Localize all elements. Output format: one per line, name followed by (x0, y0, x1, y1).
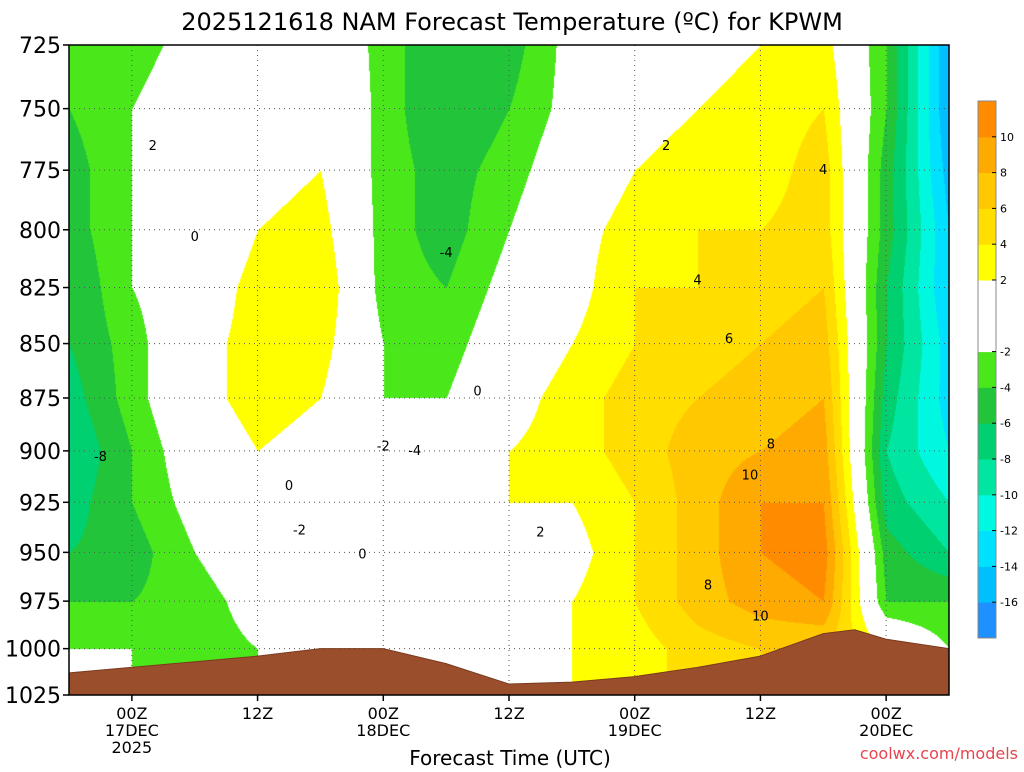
contour-label: 10 (742, 469, 759, 484)
credit-text: coolwx.com/models (860, 744, 1018, 763)
contour-label: 0 (191, 230, 199, 245)
x-tick-label: 00Z (870, 704, 901, 723)
y-tick-label: 825 (19, 277, 61, 302)
colorbar-swatch (978, 172, 996, 209)
contour-label: -8 (94, 450, 107, 465)
contour-label: -2 (293, 524, 306, 539)
y-tick-label: 1000 (5, 638, 61, 663)
contour-label: -4 (408, 444, 421, 459)
colorbar-swatch (978, 387, 996, 424)
x-tick-label: 19DEC (608, 721, 662, 740)
colorbar-label: -4 (1000, 381, 1011, 394)
x-tick-label: 00Z (116, 704, 147, 723)
y-tick-label: 1025 (5, 684, 61, 709)
colorbar-label: -2 (1000, 346, 1011, 359)
colorbar-legend: 10 8 6 4 2 -2 -4 -6 -8 -10 -12 -14 -16 (977, 100, 1018, 639)
x-tick-label: 00Z (368, 704, 399, 723)
x-tick-label: 12Z (242, 704, 273, 723)
y-tick-label: 725 (19, 34, 61, 59)
y-tick-label: 900 (19, 440, 61, 465)
colorbar-swatch (978, 208, 996, 245)
x-tick-label: 20DEC (859, 721, 913, 740)
chart-title: 2025121618 NAM Forecast Temperature (ºC)… (181, 8, 843, 36)
x-tick-label: 00Z (619, 704, 650, 723)
contour-label: 2 (662, 139, 670, 154)
contour-label: -4 (440, 246, 453, 261)
colorbar-swatch (978, 280, 996, 317)
y-tick-label: 975 (19, 590, 61, 615)
terrain-surface (69, 629, 949, 695)
colorbar-swatch (978, 351, 996, 388)
y-tick-label: 800 (19, 219, 61, 244)
contour-label: 0 (285, 479, 293, 494)
colorbar-label: -8 (1000, 453, 1011, 466)
x-tick-label: 12Z (493, 704, 524, 723)
contour-label: 0 (473, 385, 481, 400)
contour-label: 0 (358, 547, 366, 562)
colorbar-label: 6 (1000, 202, 1007, 215)
colorbar-label: 10 (1000, 131, 1014, 144)
y-tick-label: 850 (19, 333, 61, 358)
contour-label: 4 (819, 163, 827, 178)
x-tick-label: 17DEC (105, 721, 159, 740)
colorbar-swatch (978, 244, 996, 281)
colorbar-swatch (978, 101, 996, 138)
colorbar-swatch (978, 315, 996, 353)
colorbar-label: -16 (1000, 596, 1018, 609)
colorbar-swatch (978, 423, 996, 460)
colorbar-label: -10 (1000, 489, 1018, 502)
x-axis-label: Forecast Time (UTC) (409, 746, 611, 768)
colorbar-label: 8 (1000, 167, 1007, 180)
colorbar-swatch (978, 566, 996, 603)
contour-label: -2 (377, 440, 390, 455)
colorbar-swatch (978, 494, 996, 532)
plot-area: 2 0 -4 0 -2 -4 0 -2 0 -8 2 4 4 6 8 10 2 8 10 (68, 44, 950, 696)
y-tick-label: 750 (19, 98, 61, 123)
contour-label: 8 (704, 579, 712, 594)
y-tick-label: 925 (19, 491, 61, 516)
colorbar-label: -12 (1000, 525, 1018, 538)
contour-label: 4 (693, 274, 701, 289)
x-tick-label: 2025 (111, 738, 152, 757)
colorbar-label: 4 (1000, 238, 1007, 251)
contour-labels: 2 0 -4 0 -2 -4 0 -2 0 -8 2 4 4 6 8 10 2 8 10 (94, 139, 827, 625)
colorbar-frame (977, 100, 997, 639)
contour-label: 2 (149, 139, 157, 154)
contour-label: 2 (536, 526, 544, 541)
y-tick-label: 775 (19, 159, 61, 184)
contour-label: 8 (767, 438, 775, 453)
y-axis: 725 750 775 800 825 850 875 900 925 950 975 1000 102… (5, 34, 69, 709)
colorbar-label: -14 (1000, 560, 1018, 573)
contour-label: 6 (725, 332, 733, 347)
colorbar-swatch (978, 136, 996, 174)
x-tick-label: 18DEC (356, 721, 410, 740)
colorbar-swatch (978, 530, 996, 567)
colorbar-label: 2 (1000, 274, 1007, 287)
contour-label: 10 (752, 609, 769, 624)
y-tick-label: 950 (19, 541, 61, 566)
colorbar-label: -6 (1000, 417, 1011, 430)
y-tick-label: 875 (19, 387, 61, 412)
colorbar-swatch (978, 459, 996, 496)
colorbar-swatch (978, 602, 996, 639)
x-tick-label: 12Z (745, 704, 776, 723)
